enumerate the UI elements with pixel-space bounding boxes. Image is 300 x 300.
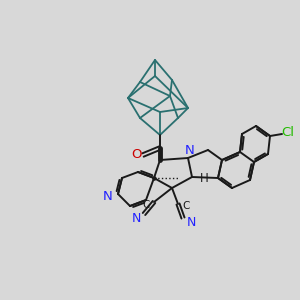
Text: N: N [131, 212, 141, 224]
Text: C: C [182, 201, 190, 211]
Text: O: O [131, 148, 141, 161]
Text: C: C [142, 200, 150, 210]
Text: N: N [186, 215, 196, 229]
Text: H: H [200, 172, 208, 185]
Text: Cl: Cl [281, 125, 295, 139]
Text: N: N [185, 143, 195, 157]
Text: N: N [103, 190, 113, 202]
